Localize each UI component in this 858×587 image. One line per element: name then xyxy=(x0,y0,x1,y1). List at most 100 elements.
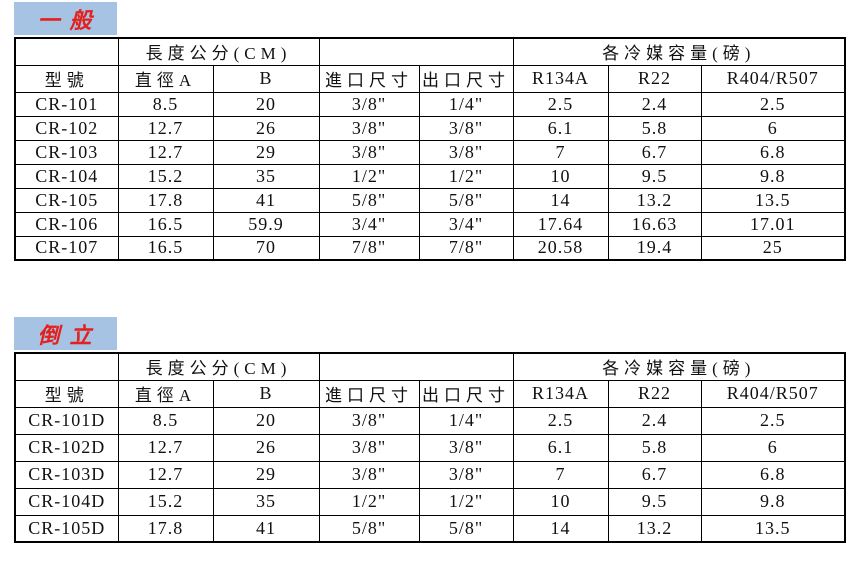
table-cell: 3/8" xyxy=(418,433,514,462)
table-cell: 12.7 xyxy=(117,115,214,141)
section-inverted: 倒立 長度公分(CM) 各冷媒容量(磅) 型號 直徑A B 進口尺寸 出口 xyxy=(14,317,858,543)
table-cell: 9.5 xyxy=(607,487,702,516)
table-cell: 17.8 xyxy=(117,514,214,543)
table-cell: CR-104 xyxy=(14,163,119,189)
table-cell: 16.5 xyxy=(117,235,214,261)
group-header-row: 長度公分(CM) 各冷媒容量(磅) xyxy=(14,352,846,381)
length-group-header: 長度公分(CM) xyxy=(117,352,320,381)
table-row: CR-104 15.2 35 1/2" 1/2" 10 9.5 9.8 xyxy=(14,163,846,189)
col-header-r404-r507: R404/R507 xyxy=(700,64,846,93)
table-cell: 3/8" xyxy=(418,115,514,141)
table-cell: 3/8" xyxy=(318,460,420,489)
table-cell: 1/2" xyxy=(418,487,514,516)
length-group-header: 長度公分(CM) xyxy=(117,37,320,66)
table-cell: 2.5 xyxy=(700,91,846,117)
table-cell: 6.7 xyxy=(607,139,702,165)
table-body: CR-101 8.5 20 3/8" 1/4" 2.5 2.4 2.5 CR-102 12.7 26… xyxy=(14,91,846,261)
empty-header-cell xyxy=(318,37,514,66)
table-cell: 1/4" xyxy=(418,91,514,117)
table-cell: 8.5 xyxy=(117,406,214,435)
table-row: CR-105D 17.8 41 5/8" 5/8" 14 13.2 13.5 xyxy=(14,514,846,543)
table-row: CR-104D 15.2 35 1/2" 1/2" 10 9.5 9.8 xyxy=(14,487,846,516)
table-cell: 16.63 xyxy=(607,211,702,237)
spec-table-inverted: 長度公分(CM) 各冷媒容量(磅) 型號 直徑A B 進口尺寸 出口尺寸 R13… xyxy=(14,352,846,543)
table-cell: 12.7 xyxy=(117,460,214,489)
table-cell: CR-101 xyxy=(14,91,119,117)
table-cell: CR-102 xyxy=(14,115,119,141)
table-cell: 13.5 xyxy=(700,514,846,543)
section-title-general: 一般 xyxy=(14,2,117,35)
table-head: 長度公分(CM) 各冷媒容量(磅) 型號 直徑A B 進口尺寸 出口尺寸 R13… xyxy=(14,352,846,408)
table-cell: 20.58 xyxy=(512,235,609,261)
table-cell: 29 xyxy=(212,460,320,489)
group-header-row: 長度公分(CM) 各冷媒容量(磅) xyxy=(14,37,846,66)
table-cell: CR-106 xyxy=(14,211,119,237)
table-cell: 17.64 xyxy=(512,211,609,237)
table-cell: 5.8 xyxy=(607,115,702,141)
table-head: 長度公分(CM) 各冷媒容量(磅) 型號 直徑A B 進口尺寸 出口尺寸 R13… xyxy=(14,37,846,93)
table-cell: 1/2" xyxy=(418,163,514,189)
empty-header-cell xyxy=(14,37,119,66)
table-cell: 3/8" xyxy=(318,433,420,462)
table-cell: 70 xyxy=(212,235,320,261)
table-cell: CR-102D xyxy=(14,433,119,462)
table-cell: 7/8" xyxy=(418,235,514,261)
table-cell: 41 xyxy=(212,187,320,213)
table-cell: 8.5 xyxy=(117,91,214,117)
refrigerant-group-header: 各冷媒容量(磅) xyxy=(512,352,846,381)
table-cell: 9.8 xyxy=(700,487,846,516)
table-cell: 6.8 xyxy=(700,139,846,165)
table-cell: 5.8 xyxy=(607,433,702,462)
table-row: CR-105 17.8 41 5/8" 5/8" 14 13.2 13.5 xyxy=(14,187,846,213)
table-cell: 5/8" xyxy=(418,514,514,543)
table-row: CR-102D 12.7 26 3/8" 3/8" 6.1 5.8 6 xyxy=(14,433,846,462)
col-header-model: 型號 xyxy=(14,64,119,93)
table-cell: CR-101D xyxy=(14,406,119,435)
table-cell: 20 xyxy=(212,406,320,435)
col-header-b: B xyxy=(212,379,320,408)
table-cell: 6.1 xyxy=(512,433,609,462)
table-row: CR-103D 12.7 29 3/8" 3/8" 7 6.7 6.8 xyxy=(14,460,846,489)
table-row: CR-107 16.5 70 7/8" 7/8" 20.58 19.4 25 xyxy=(14,235,846,261)
table-cell: 12.7 xyxy=(117,433,214,462)
table-cell: 9.8 xyxy=(700,163,846,189)
table-cell: CR-105 xyxy=(14,187,119,213)
table-cell: 41 xyxy=(212,514,320,543)
table-cell: 3/4" xyxy=(418,211,514,237)
col-header-inlet: 進口尺寸 xyxy=(318,379,420,408)
table-cell: 6.1 xyxy=(512,115,609,141)
table-cell: 3/8" xyxy=(318,139,420,165)
table-cell: 13.2 xyxy=(607,187,702,213)
table-cell: 1/4" xyxy=(418,406,514,435)
table-row: CR-106 16.5 59.9 3/4" 3/4" 17.64 16.63 17.01 xyxy=(14,211,846,237)
table-cell: 2.5 xyxy=(512,406,609,435)
spec-table-general: 長度公分(CM) 各冷媒容量(磅) 型號 直徑A B 進口尺寸 出口尺寸 R13… xyxy=(14,37,846,261)
col-header-r22: R22 xyxy=(607,379,702,408)
table-cell: 9.5 xyxy=(607,163,702,189)
table-cell: 3/8" xyxy=(418,139,514,165)
refrigerant-group-header: 各冷媒容量(磅) xyxy=(512,37,846,66)
table-cell: 7 xyxy=(512,460,609,489)
table-cell: 6.7 xyxy=(607,460,702,489)
table-cell: 3/8" xyxy=(318,115,420,141)
col-header-r134a: R134A xyxy=(512,379,609,408)
section-general: 一般 長度公分(CM) 各冷媒容量(磅) 型號 直徑A B 進口尺寸 出口 xyxy=(14,0,858,261)
table-cell: 7/8" xyxy=(318,235,420,261)
table-row: CR-101D 8.5 20 3/8" 1/4" 2.5 2.4 2.5 xyxy=(14,406,846,435)
table-cell: 5/8" xyxy=(318,514,420,543)
table-cell: 26 xyxy=(212,433,320,462)
table-cell: 3/4" xyxy=(318,211,420,237)
table-cell: 1/2" xyxy=(318,487,420,516)
table-cell: 2.4 xyxy=(607,406,702,435)
table-cell: CR-103D xyxy=(14,460,119,489)
table-cell: 29 xyxy=(212,139,320,165)
table-cell: 6 xyxy=(700,115,846,141)
table-cell: 2.4 xyxy=(607,91,702,117)
table-cell: 2.5 xyxy=(700,406,846,435)
table-cell: 6.8 xyxy=(700,460,846,489)
table-cell: 17.01 xyxy=(700,211,846,237)
table-cell: 5/8" xyxy=(418,187,514,213)
table-cell: 6 xyxy=(700,433,846,462)
table-cell: 19.4 xyxy=(607,235,702,261)
